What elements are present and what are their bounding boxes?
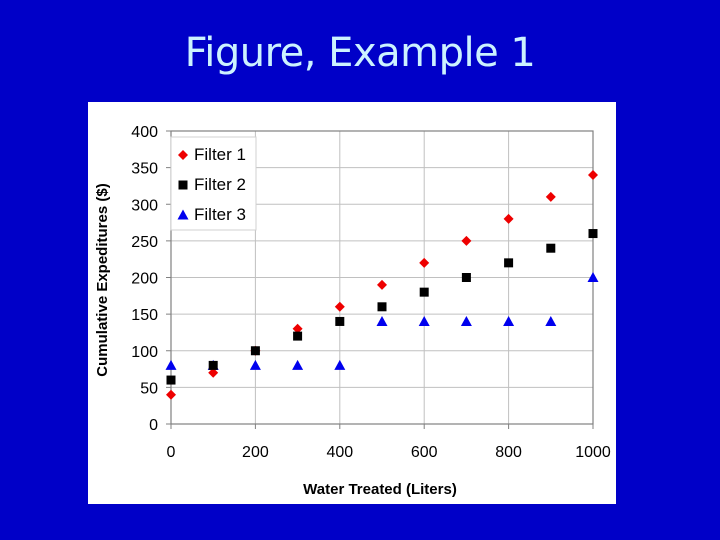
data-point-filter-3 bbox=[418, 315, 430, 326]
data-point-filter-3 bbox=[545, 315, 557, 326]
legend-label: Filter 2 bbox=[194, 175, 246, 194]
y-tick-label: 350 bbox=[131, 161, 158, 178]
legend-marker-icon bbox=[178, 150, 188, 160]
data-point-filter-2 bbox=[250, 346, 260, 356]
x-tick-label: 600 bbox=[411, 444, 438, 461]
legend-marker-icon bbox=[177, 209, 189, 220]
x-tick-label: 1000 bbox=[575, 444, 611, 461]
legend-marker-icon bbox=[178, 180, 188, 190]
data-point-filter-2 bbox=[208, 360, 218, 370]
data-point-filter-2 bbox=[293, 331, 303, 341]
data-point-filter-1 bbox=[292, 323, 303, 334]
data-point-filter-1 bbox=[419, 257, 430, 268]
x-axis-label: Water Treated (Liters) bbox=[303, 481, 457, 498]
x-tick-label: 0 bbox=[167, 444, 176, 461]
data-point-filter-2 bbox=[419, 287, 429, 297]
y-tick-label: 0 bbox=[149, 417, 158, 434]
data-point-filter-2 bbox=[166, 375, 176, 385]
data-point-filter-1 bbox=[377, 279, 387, 290]
y-tick-label: 400 bbox=[131, 124, 158, 141]
x-tick-label: 200 bbox=[242, 444, 269, 461]
data-point-filter-3 bbox=[587, 272, 599, 282]
data-point-filter-1 bbox=[334, 301, 345, 312]
data-point-filter-1 bbox=[208, 367, 219, 378]
slide-title: Figure, Example 1 bbox=[184, 30, 536, 76]
data-point-filter-3 bbox=[292, 359, 304, 370]
y-axis-label: Cumulative Expeditures ($) bbox=[94, 183, 111, 376]
y-tick-label: 100 bbox=[131, 344, 158, 361]
y-tick-label: 250 bbox=[131, 234, 158, 251]
data-point-filter-1 bbox=[588, 169, 598, 180]
legend-label: Filter 3 bbox=[194, 205, 246, 224]
scatter-chart: 0 50 100 150 200 250 300 350 400 0 200 400 600 800 100… bbox=[94, 124, 611, 498]
data-point-filter-2 bbox=[377, 302, 387, 312]
data-point-filter-1 bbox=[503, 213, 514, 224]
data-point-filter-3 bbox=[460, 315, 472, 326]
data-point-filter-3 bbox=[376, 315, 388, 326]
data-point-filter-3 bbox=[503, 315, 515, 326]
data-point-filter-3 bbox=[334, 359, 346, 370]
data-point-filter-2 bbox=[335, 316, 345, 326]
data-point-filter-2 bbox=[546, 243, 556, 253]
x-tick-label: 800 bbox=[495, 444, 522, 461]
data-point-filter-2 bbox=[461, 273, 471, 282]
legend-label: Filter 1 bbox=[194, 145, 246, 164]
data-point-filter-1 bbox=[166, 389, 176, 400]
legend: Filter 1 Filter 2 Filter 3 bbox=[170, 136, 257, 231]
data-points bbox=[165, 169, 599, 400]
y-tick-label: 150 bbox=[131, 307, 158, 324]
y-tick-label: 200 bbox=[131, 271, 158, 288]
y-tick-label: 300 bbox=[131, 197, 158, 214]
data-point-filter-3 bbox=[249, 359, 261, 370]
data-point-filter-1 bbox=[461, 235, 472, 246]
data-point-filter-1 bbox=[545, 191, 556, 202]
x-tick-label: 400 bbox=[326, 444, 353, 461]
tick-labels: 0 50 100 150 200 250 300 350 400 0 200 400 600 800 100… bbox=[131, 124, 611, 461]
data-point-filter-2 bbox=[504, 258, 514, 268]
data-point-filter-3 bbox=[165, 359, 177, 370]
chart-panel: 0 50 100 150 200 250 300 350 400 0 200 400 600 800 100… bbox=[88, 102, 616, 504]
data-point-filter-2 bbox=[588, 229, 598, 239]
y-tick-label: 50 bbox=[140, 380, 158, 397]
